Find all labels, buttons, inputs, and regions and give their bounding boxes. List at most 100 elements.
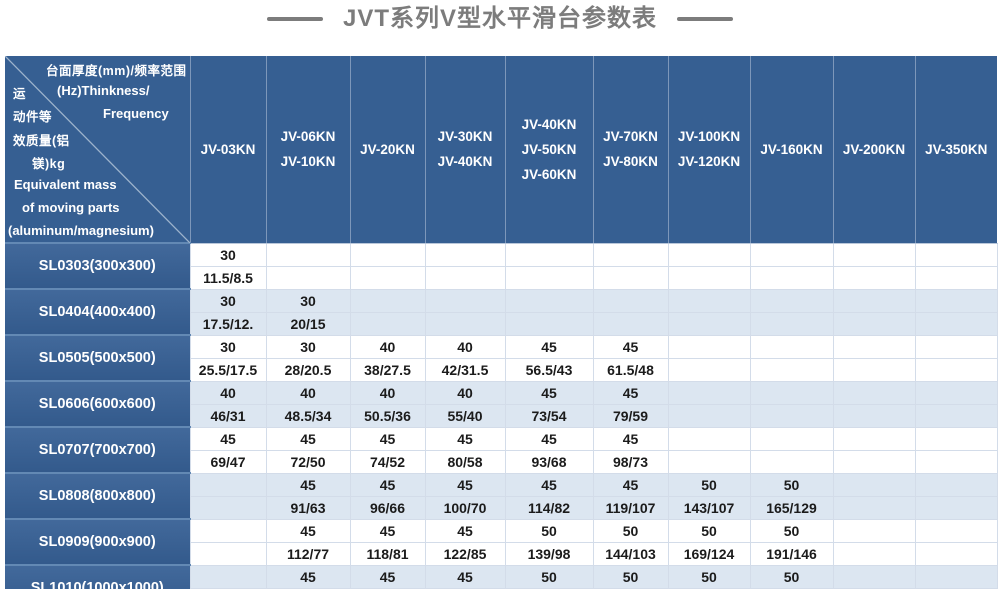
- data-cell: 45: [349, 472, 426, 497]
- data-cell: 45: [265, 518, 351, 543]
- data-cell: [349, 288, 426, 313]
- data-cell: 50: [667, 564, 751, 589]
- header-row: 台面厚度(mm)/频率范围 运 (Hz)Thinkness/ 动件等 Frequ…: [5, 56, 997, 244]
- data-cell: [189, 541, 267, 566]
- data-cell: 119/107: [592, 495, 669, 520]
- data-cell: 61.5/48: [592, 357, 669, 382]
- table-row: 17.5/12. 20/15: [5, 311, 998, 336]
- corner-text: of moving parts: [22, 200, 120, 215]
- corner-text: 镁)kg: [32, 157, 66, 171]
- data-cell: 73/54: [504, 403, 594, 428]
- data-cell: [914, 311, 998, 336]
- data-cell: [667, 288, 751, 313]
- data-cell: [832, 472, 916, 497]
- data-cell: [749, 357, 834, 382]
- data-cell: 45: [349, 518, 426, 543]
- data-cell: 30: [189, 242, 267, 267]
- column-header: JV-70KN JV-80KN: [592, 56, 668, 244]
- table-row: SL0707(700x700) 45 45 45 45 45 45: [5, 426, 998, 474]
- data-cell: [749, 380, 834, 405]
- data-cell: [914, 357, 998, 382]
- column-header: JV-200KN: [832, 56, 915, 244]
- data-cell: 28/20.5: [265, 357, 351, 382]
- data-cell: 45: [504, 472, 594, 497]
- data-cell: [749, 403, 834, 428]
- corner-text: 台面厚度(mm)/频率范围: [45, 64, 187, 78]
- data-cell: [914, 242, 998, 267]
- table-row: 69/47 72/50 74/52 80/58 93/68 98/73: [5, 449, 998, 474]
- data-cell: 45: [265, 564, 351, 589]
- data-cell: 45: [592, 472, 669, 497]
- data-cell: 93/68: [504, 449, 594, 474]
- corner-text: (aluminum/magnesium): [8, 223, 154, 238]
- data-cell: 45: [189, 426, 267, 451]
- data-cell: [189, 518, 267, 543]
- data-cell: [832, 242, 916, 267]
- data-cell: [504, 288, 594, 313]
- page-title-text: JVT系列V型水平滑台参数表: [342, 5, 658, 32]
- data-cell: 17.5/12.: [189, 311, 267, 336]
- data-cell: [914, 288, 998, 313]
- column-header: JV-20KN: [349, 56, 425, 244]
- table-row: SL0808(800x800) 45 45 45 45 45 50 50: [5, 472, 998, 520]
- data-cell: [667, 357, 751, 382]
- column-header: JV-30KN JV-40KN: [424, 56, 505, 244]
- data-cell: 72/50: [265, 449, 351, 474]
- data-cell: [504, 311, 594, 336]
- data-cell: [424, 288, 506, 313]
- data-cell: 139/98: [504, 541, 594, 566]
- corner-text: 动件等: [13, 110, 53, 124]
- data-cell: 98/73: [592, 449, 669, 474]
- data-cell: 45: [424, 564, 506, 589]
- corner-text: Equivalent mass: [14, 177, 117, 192]
- data-cell: [349, 311, 426, 336]
- table-row: 46/31 48.5/34 50.5/36 55/40 73/54 79/59: [5, 403, 998, 428]
- table-body: SL0303(300x300) 30 11.5/8.5 SL0404(400x400)…: [5, 242, 998, 589]
- row-header: SL1010(1000x1000): [5, 564, 190, 589]
- data-cell: 50: [667, 472, 751, 497]
- data-cell: 143/107: [667, 495, 751, 520]
- data-cell: [265, 242, 351, 267]
- data-cell: 30: [189, 334, 267, 359]
- column-header: JV-100KN JV-120KN: [667, 56, 750, 244]
- data-cell: [914, 495, 998, 520]
- corner-header-cell: 台面厚度(mm)/频率范围 运 (Hz)Thinkness/ 动件等 Frequ…: [5, 56, 191, 244]
- data-cell: 30: [265, 288, 351, 313]
- corner-text: Frequency: [103, 106, 169, 121]
- data-cell: 25.5/17.5: [189, 357, 267, 382]
- data-cell: 38/27.5: [349, 357, 426, 382]
- corner-text: (Hz)Thinkness/: [57, 83, 150, 98]
- page-title: JVT系列V型水平滑台参数表: [0, 5, 1000, 32]
- data-cell: 50: [592, 564, 669, 589]
- row-header: SL0606(600x600): [5, 380, 190, 428]
- row-header: SL0505(500x500): [5, 334, 190, 382]
- table-row: 11.5/8.5: [5, 265, 998, 290]
- data-cell: 30: [189, 288, 267, 313]
- data-cell: 45: [592, 426, 669, 451]
- data-cell: 42/31.5: [424, 357, 506, 382]
- data-cell: [832, 495, 916, 520]
- data-cell: [349, 265, 426, 290]
- data-cell: [749, 242, 834, 267]
- data-cell: 118/81: [349, 541, 426, 566]
- data-cell: [667, 403, 751, 428]
- table-row: SL0404(400x400) 30 30: [5, 288, 998, 336]
- data-cell: [667, 334, 751, 359]
- data-cell: [424, 242, 506, 267]
- data-cell: 20/15: [265, 311, 351, 336]
- data-cell: [592, 265, 669, 290]
- data-cell: 165/129: [749, 495, 834, 520]
- data-cell: 45: [504, 380, 594, 405]
- data-cell: 45: [349, 426, 426, 451]
- data-cell: [189, 472, 267, 497]
- data-cell: [914, 564, 998, 589]
- data-cell: 45: [504, 426, 594, 451]
- data-cell: 40: [349, 334, 426, 359]
- data-cell: [504, 265, 594, 290]
- data-cell: 50: [749, 564, 834, 589]
- data-cell: 191/146: [749, 541, 834, 566]
- data-cell: [749, 311, 834, 336]
- data-cell: [914, 472, 998, 497]
- row-header: SL0303(300x300): [5, 242, 190, 290]
- data-cell: [914, 403, 998, 428]
